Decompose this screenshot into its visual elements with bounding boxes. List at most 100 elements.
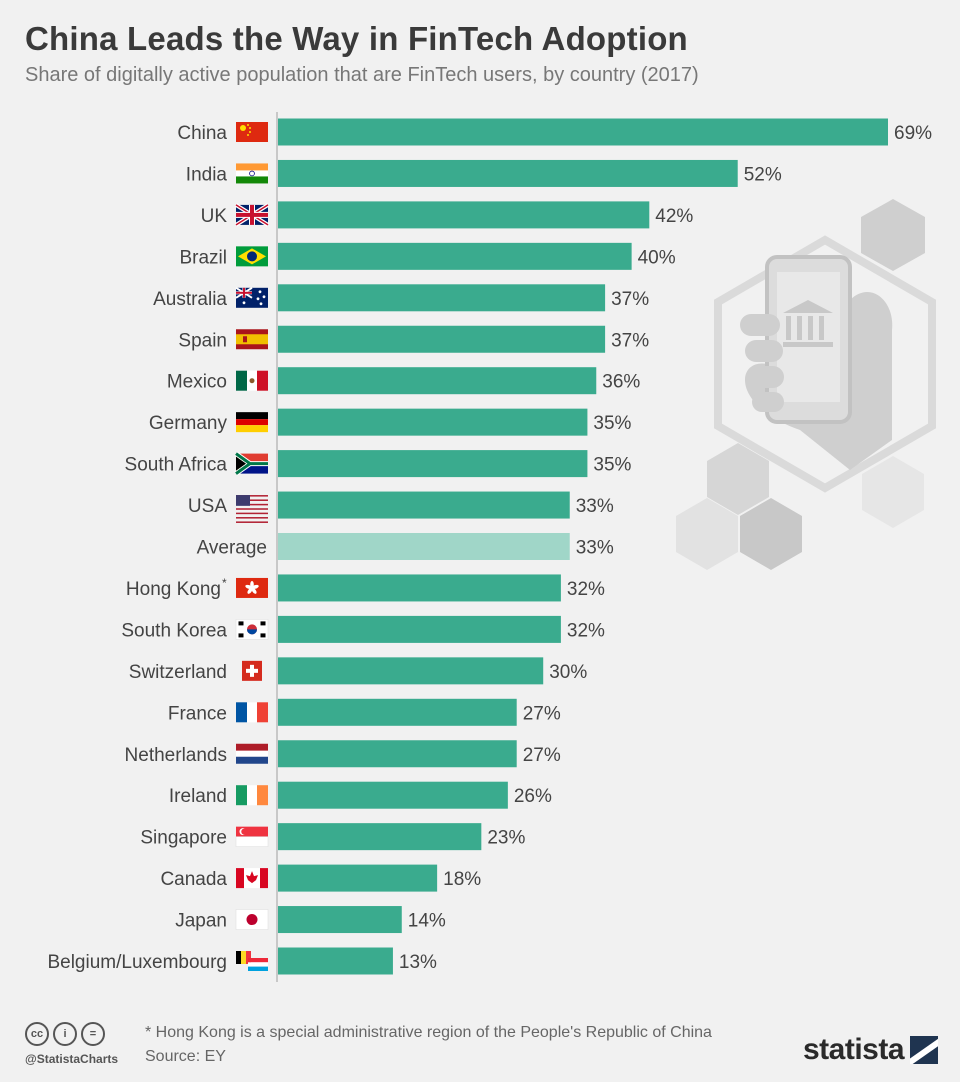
finger-icon: [748, 366, 784, 388]
hexagon-decoration: [676, 498, 738, 570]
asterisk-mark: *: [222, 576, 227, 590]
value-label: 35%: [593, 455, 631, 476]
page-title: China Leads the Way in FinTech Adoption: [25, 20, 688, 57]
bar-ireland: [278, 781, 508, 809]
category-label: Germany: [149, 413, 228, 434]
bar-canada: [278, 864, 438, 892]
social-handle[interactable]: @StatistaCharts: [25, 1052, 119, 1066]
value-label: 40%: [638, 247, 676, 268]
category-label: China: [177, 123, 227, 144]
category-label: UK: [201, 206, 228, 227]
category-label: USA: [188, 496, 227, 517]
category-label: Belgium/Luxembourg: [47, 952, 227, 973]
license-icons: cc i =: [25, 1022, 105, 1046]
bar-france: [278, 698, 517, 726]
bar-india: [278, 159, 738, 187]
value-label: 37%: [611, 289, 649, 310]
value-label: 14%: [408, 911, 446, 932]
category-label: South Africa: [125, 455, 228, 476]
usa-flag: [236, 495, 268, 523]
bar-usa: [278, 491, 570, 519]
india-flag: [236, 163, 268, 184]
value-label: 33%: [576, 496, 614, 517]
category-label: Average: [197, 538, 267, 559]
value-label: 35%: [593, 413, 631, 434]
fintech-illustration: [676, 199, 936, 570]
finger-icon: [745, 340, 783, 362]
category-label: France: [168, 703, 227, 724]
statista-mark-icon: [910, 1036, 939, 1064]
bar-mexico: [278, 367, 597, 395]
belgium-luxembourg-flag: [236, 951, 268, 971]
japan-flag: [235, 909, 269, 930]
france-flag: [236, 702, 268, 723]
value-label: 30%: [549, 662, 587, 683]
value-label: 33%: [576, 538, 614, 559]
brazil-flag: [236, 246, 268, 267]
value-label: 32%: [567, 620, 605, 641]
singapore-flag: [235, 826, 269, 847]
statista-logo[interactable]: statista: [803, 1033, 939, 1067]
finger-icon: [752, 392, 784, 412]
category-label: Switzerland: [129, 662, 227, 683]
bar-hong-kong: [278, 574, 561, 602]
bar-south-africa: [278, 450, 588, 478]
spain-flag: [236, 329, 268, 350]
value-label: 32%: [567, 579, 605, 600]
bar-south-korea: [278, 615, 561, 643]
bar-brazil: [278, 242, 632, 270]
category-label: Netherlands: [125, 745, 227, 766]
bar-china: [278, 118, 888, 146]
bar-uk: [278, 201, 650, 229]
category-label: India: [186, 164, 228, 185]
value-label: 18%: [443, 869, 481, 890]
value-label: 26%: [514, 786, 552, 807]
value-label: 52%: [744, 164, 782, 185]
bar-japan: [278, 906, 402, 934]
category-label: Singapore: [140, 828, 227, 849]
hexagon-decoration: [740, 498, 802, 570]
bar-australia: [278, 284, 606, 312]
bar-germany: [278, 408, 588, 436]
bar-spain: [278, 325, 606, 353]
value-label: 27%: [523, 745, 561, 766]
mexico-flag: [236, 370, 268, 391]
no-derivatives-icon: =: [81, 1022, 105, 1046]
south-africa-flag: [234, 451, 268, 476]
brand-name: statista: [803, 1033, 905, 1066]
hexagon-decoration: [714, 235, 936, 493]
hexagon-decoration: [707, 443, 769, 515]
uk-flag: [234, 203, 270, 227]
value-label: 36%: [602, 372, 640, 393]
value-label: 69%: [894, 123, 932, 144]
netherlands-flag: [236, 743, 268, 764]
bar-average: [278, 533, 570, 560]
category-label: Spain: [178, 330, 227, 351]
category-label: Ireland: [169, 786, 227, 807]
attribution-icon: i: [53, 1022, 77, 1046]
value-label: 37%: [611, 330, 649, 351]
australia-flag: [235, 286, 268, 308]
category-label: South Korea: [121, 620, 227, 641]
category-label: Japan: [175, 911, 227, 932]
china-flag: [236, 122, 268, 142]
footnote: * Hong Kong is a special administrative …: [145, 1024, 712, 1041]
germany-flag: [236, 412, 268, 433]
bar-belgium-luxembourg: [278, 947, 393, 975]
finger-icon: [740, 314, 780, 336]
south-korea-flag: [235, 619, 269, 640]
creative-commons-icon: cc: [25, 1022, 49, 1046]
category-label: Canada: [160, 869, 227, 890]
canada-flag: [236, 868, 268, 889]
category-label: Brazil: [179, 247, 227, 268]
page-subtitle: Share of digitally active population tha…: [25, 64, 699, 86]
category-label: Australia: [153, 289, 227, 310]
category-label: Mexico: [167, 372, 227, 393]
value-label: 27%: [523, 703, 561, 724]
category-label: Hong Kong: [126, 579, 221, 600]
value-label: 42%: [655, 206, 693, 227]
switzerland-flag: [242, 660, 262, 681]
hexagon-decoration: [862, 456, 924, 528]
hong-kong-flag: [236, 577, 268, 598]
